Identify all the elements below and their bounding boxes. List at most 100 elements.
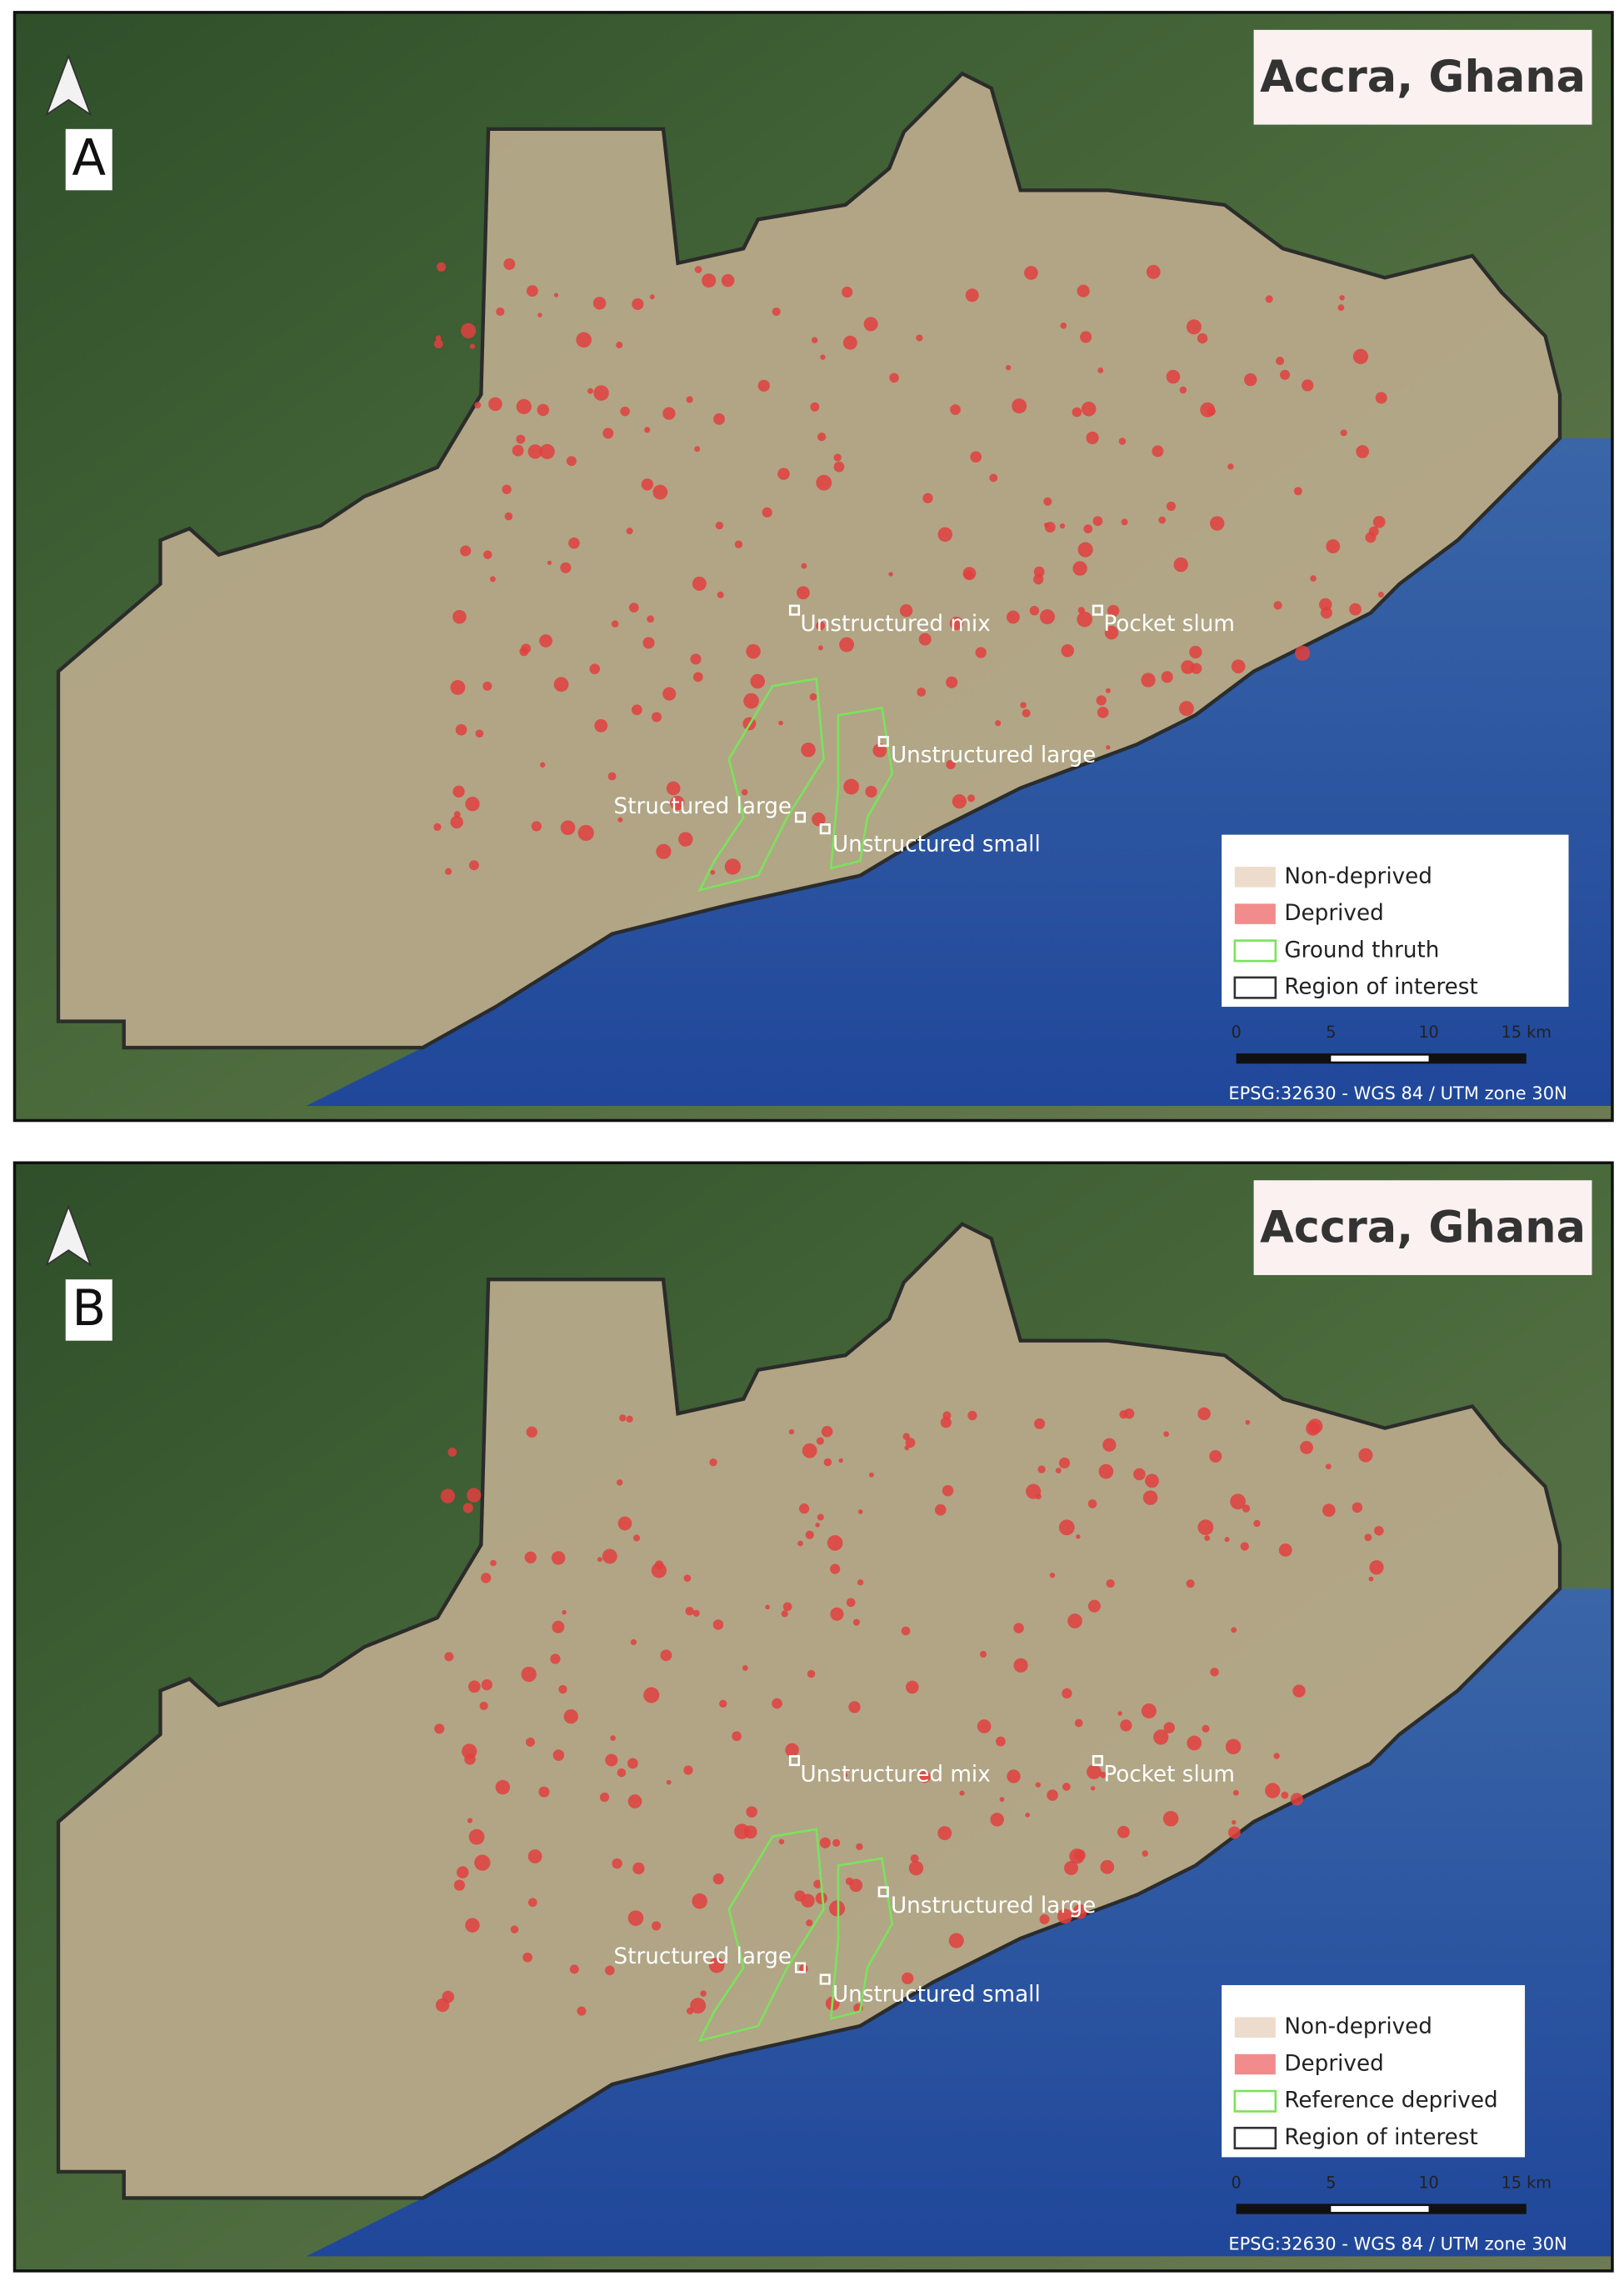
deprived-area xyxy=(777,468,790,480)
legend-swatch xyxy=(1233,939,1277,963)
deprived-area xyxy=(627,1910,644,1926)
deprived-area xyxy=(1173,557,1188,573)
deprived-area xyxy=(620,406,630,417)
deprived-area xyxy=(692,1893,707,1909)
deprived-area xyxy=(832,1838,841,1847)
deprived-area xyxy=(1098,1463,1114,1479)
map-panel: B Accra, Ghana Unstructured mix Pocket slum… xyxy=(12,1161,1614,2273)
deprived-area xyxy=(845,1877,854,1885)
site-label: Unstructured mix xyxy=(801,1763,991,1788)
deprived-area xyxy=(1043,497,1052,506)
deprived-area xyxy=(946,759,956,770)
deprived-area xyxy=(612,1858,622,1869)
deprived-area xyxy=(694,446,701,453)
deprived-area xyxy=(1364,1533,1372,1542)
deprived-area xyxy=(694,266,702,273)
site-marker xyxy=(794,1962,807,1973)
site-marker xyxy=(819,823,831,835)
map-panel: A Accra, Ghana Unstructured mix Pocket slum… xyxy=(12,11,1614,1123)
deprived-area xyxy=(1026,1483,1042,1499)
deprived-area xyxy=(1087,1499,1097,1508)
deprived-area xyxy=(1273,601,1282,610)
deprived-area xyxy=(1077,611,1092,628)
deprived-area xyxy=(630,1638,637,1646)
deprived-area xyxy=(1020,702,1027,708)
deprived-area xyxy=(717,591,724,598)
deprived-area xyxy=(827,1535,843,1551)
deprived-area xyxy=(1290,1793,1304,1806)
deprived-area xyxy=(482,550,492,559)
deprived-area xyxy=(666,781,681,796)
deprived-area xyxy=(610,1735,616,1741)
deprived-area xyxy=(1369,1560,1384,1575)
deprived-area xyxy=(1273,1753,1280,1759)
deprived-area xyxy=(1067,1613,1082,1628)
deprived-area xyxy=(462,1503,473,1513)
deprived-area xyxy=(488,397,502,412)
deprived-area xyxy=(1022,708,1031,718)
deprived-area xyxy=(455,723,467,736)
deprived-area xyxy=(732,1731,742,1742)
deprived-area xyxy=(644,427,651,433)
deprived-area xyxy=(946,676,958,688)
deprived-area xyxy=(842,286,853,298)
deprived-area xyxy=(1119,1410,1128,1419)
deprived-area xyxy=(1057,1908,1073,1924)
deprived-area xyxy=(452,785,465,798)
scale-label: 0 xyxy=(1231,1023,1241,1042)
deprived-area xyxy=(830,1563,841,1574)
deprived-area xyxy=(778,720,783,726)
deprived-area xyxy=(433,823,442,832)
deprived-area xyxy=(1145,1473,1159,1488)
scale-bar-segment xyxy=(1331,1055,1429,1062)
deprived-area xyxy=(465,797,480,812)
legend-label: Ground thruth xyxy=(1284,938,1439,963)
deprived-area xyxy=(1339,295,1345,301)
deprived-area xyxy=(683,1574,692,1583)
deprived-area xyxy=(1049,1572,1056,1578)
deprived-area xyxy=(502,484,512,494)
deprived-area xyxy=(801,1893,815,1908)
deprived-area xyxy=(888,572,893,577)
deprived-area xyxy=(1276,357,1285,366)
deprived-area xyxy=(1091,1786,1096,1791)
deprived-area xyxy=(856,1843,863,1851)
site-marker xyxy=(1092,1754,1103,1767)
deprived-area xyxy=(918,1770,931,1783)
deprived-area xyxy=(1349,603,1362,616)
deprived-area xyxy=(437,262,447,272)
legend-label: Region of interest xyxy=(1284,2125,1477,2150)
deprived-area xyxy=(527,1898,537,1908)
deprived-area xyxy=(962,567,977,581)
deprived-area xyxy=(435,335,442,341)
deprived-area xyxy=(1081,401,1097,417)
deprived-area xyxy=(1240,1542,1249,1551)
deprived-area xyxy=(1340,429,1347,437)
deprived-area xyxy=(757,379,770,392)
deprived-area xyxy=(662,407,676,420)
deprived-area xyxy=(999,1797,1005,1802)
deprived-area xyxy=(817,1513,824,1521)
deprived-area xyxy=(433,339,443,349)
deprived-area xyxy=(734,540,743,548)
deprived-area xyxy=(568,537,580,549)
deprived-area xyxy=(1225,1738,1242,1755)
deprived-area xyxy=(519,647,529,657)
deprived-area xyxy=(628,603,639,613)
deprived-area xyxy=(1100,1771,1107,1778)
deprived-area xyxy=(1375,392,1387,404)
region-of-interest xyxy=(56,71,1562,1050)
deprived-area xyxy=(1077,607,1086,614)
deprived-area xyxy=(1064,1861,1078,1875)
deprived-area xyxy=(910,1854,919,1863)
site-label: Unstructured small xyxy=(832,832,1041,857)
deprived-area xyxy=(967,1410,977,1421)
deprived-area xyxy=(1302,379,1314,392)
deprived-area xyxy=(1106,745,1111,750)
scale-bar-segment xyxy=(1331,2206,1429,2213)
deprived-area xyxy=(537,313,542,318)
deprived-area xyxy=(1310,575,1317,582)
deprived-area xyxy=(616,1479,623,1486)
deprived-area xyxy=(566,456,577,467)
